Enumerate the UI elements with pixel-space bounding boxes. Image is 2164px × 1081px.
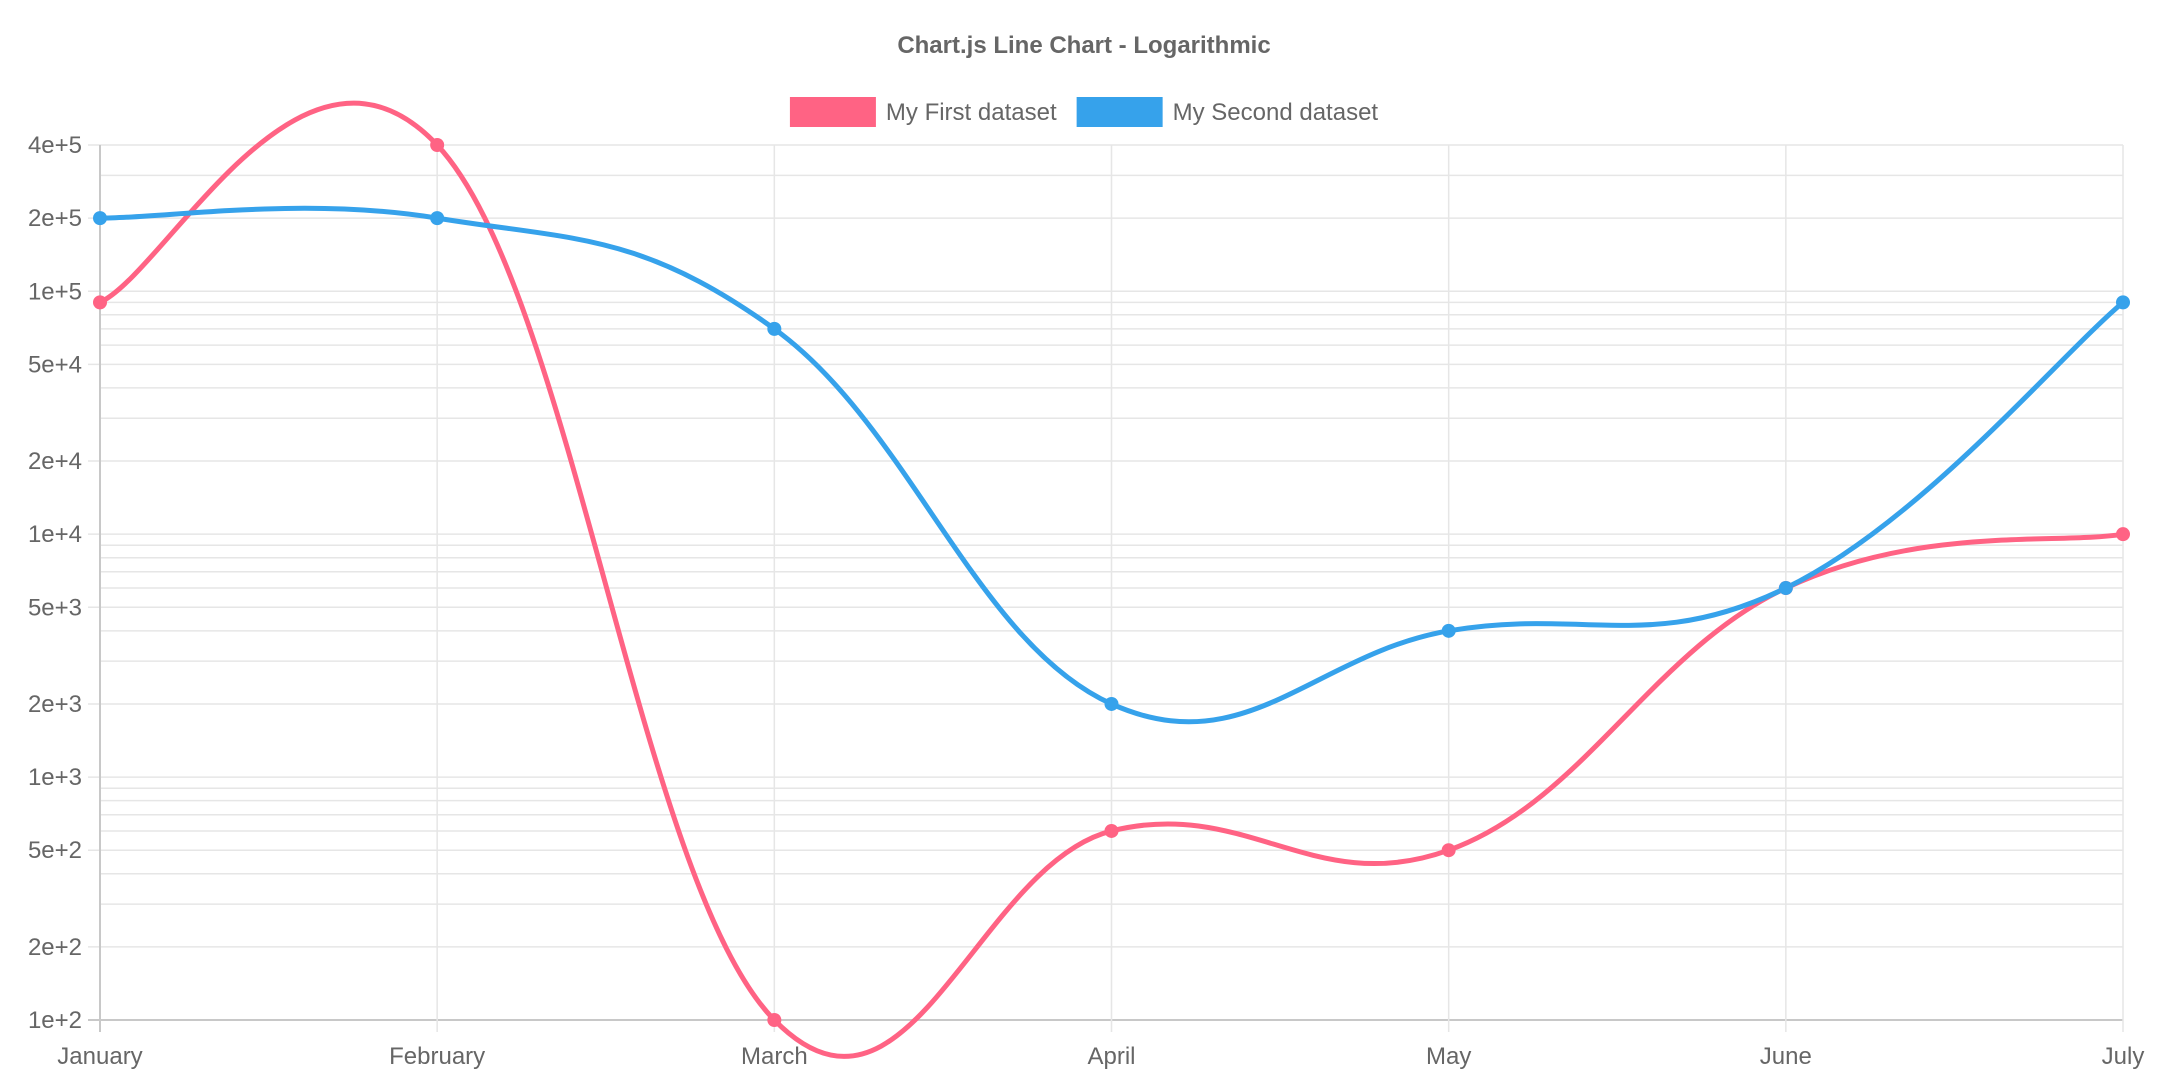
major-gridlines [88,144,2123,1021]
x-tick-label: July [2102,1043,2145,1070]
y-axis-tick-labels: 1e+2 2e+2 5e+2 1e+3 2e+3 5e+3 1e+4 2e+4 5e+4 1e+5… [28,132,82,1034]
y-tick-label: 1e+3 [28,764,82,791]
data-point [1441,843,1456,858]
legend: My First dataset My Second dataset [789,97,1379,127]
y-tick-label: 5e+4 [28,351,82,378]
series-points [93,138,2130,1027]
y-tick-label: 2e+2 [28,934,82,961]
legend-swatch [1076,97,1163,127]
y-tick-label: 2e+4 [28,448,82,475]
data-point [1441,623,1456,638]
data-point [767,1013,782,1027]
x-tick-label: January [57,1043,142,1070]
data-point [767,321,782,336]
legend-swatch [789,97,876,127]
y-tick-label: 2e+5 [28,205,82,232]
data-point [430,138,445,152]
x-tick-label: April [1087,1043,1135,1070]
y-tick-label: 2e+3 [28,691,82,718]
data-point [1778,581,1793,596]
data-point [2116,527,2130,542]
data-point [1104,696,1119,711]
data-point [93,211,107,226]
x-tick-label: March [741,1043,808,1070]
y-tick-label: 5e+2 [28,837,82,864]
data-point [430,211,445,226]
y-tick-label: 1e+4 [28,521,82,548]
x-tick-label: February [389,1043,485,1070]
x-tick-label: June [1760,1043,1812,1070]
data-point [93,295,107,310]
y-tick-label: 4e+5 [28,132,82,159]
y-tick-label: 1e+5 [28,278,82,305]
x-tick-label: May [1426,1043,1471,1070]
y-tick-label: 5e+3 [28,594,82,621]
data-point [1104,823,1119,838]
data-point [2116,295,2130,310]
x-axis-tick-labels: January February March April May June July [57,1043,2144,1070]
y-tick-label: 1e+2 [28,1007,82,1034]
legend-label: My Second dataset [1173,99,1379,126]
legend-label: My First dataset [886,99,1057,126]
chart-title: Chart.js Line Chart - Logarithmic [897,32,1270,59]
